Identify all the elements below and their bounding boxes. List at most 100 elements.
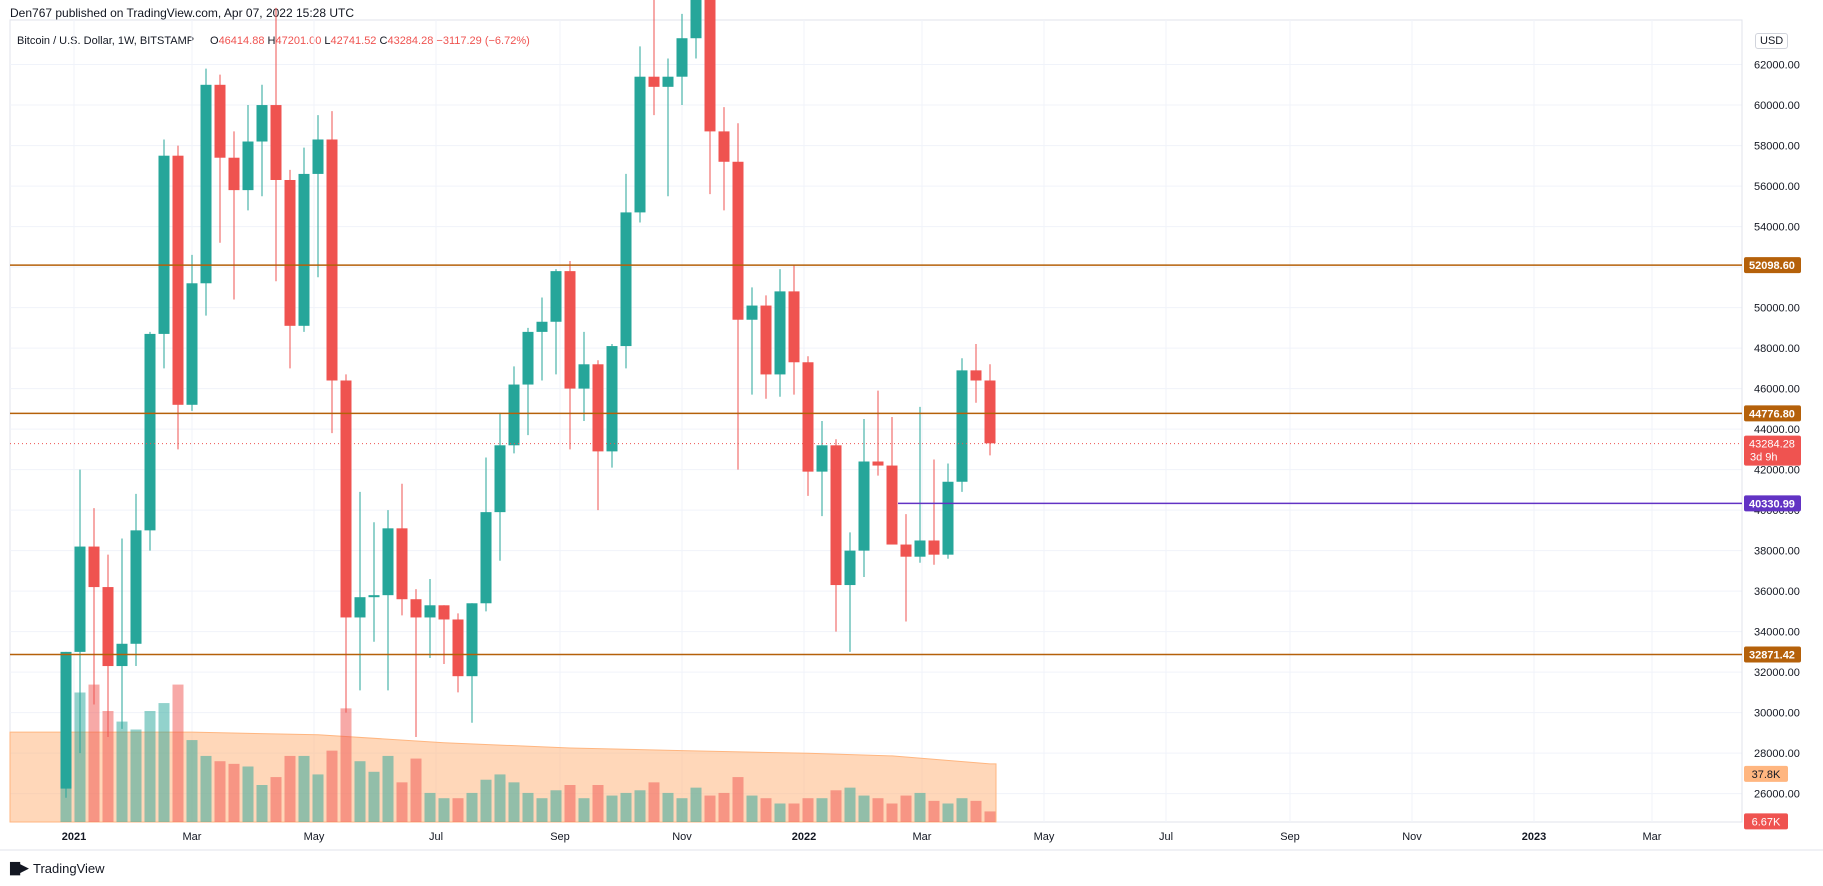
high-value: 47201.00 <box>275 35 322 47</box>
candle-body <box>102 587 114 667</box>
candle-body <box>830 445 842 586</box>
candle-body <box>956 370 968 482</box>
x-tick-label: May <box>1034 831 1055 843</box>
volume-bar <box>718 792 730 822</box>
x-tick-label: 2021 <box>62 831 86 843</box>
volume-bar <box>956 798 968 822</box>
volume-bar <box>452 798 464 822</box>
candle-body <box>228 157 240 191</box>
volume-bar <box>984 811 996 822</box>
y-tick-label: 56000.00 <box>1754 181 1800 193</box>
volume-bar <box>186 740 198 822</box>
volume-bar <box>802 798 814 822</box>
y-tick-label: 48000.00 <box>1754 343 1800 355</box>
volume-bar <box>858 795 870 822</box>
volume-bar <box>284 755 296 822</box>
change-value: −3117.29 (−6.72%) <box>436 35 530 47</box>
y-tick-label: 42000.00 <box>1754 465 1800 477</box>
volume-bar <box>116 721 128 822</box>
y-tick-label: 44000.00 <box>1754 424 1800 436</box>
x-tick-label: 2022 <box>792 831 816 843</box>
volume-bar <box>466 792 478 822</box>
volume-bar <box>270 777 282 822</box>
volume-bar <box>74 692 86 822</box>
candle-body <box>858 461 870 551</box>
candle-body <box>382 528 394 596</box>
level-price-tag <box>1744 646 1801 663</box>
volume-bar <box>522 792 534 822</box>
publisher-credit: Den767 published on TradingView.com, Apr… <box>10 6 355 20</box>
support-price-tag <box>1744 495 1801 512</box>
volume-bar <box>228 763 240 822</box>
volume-bar <box>634 790 646 822</box>
plot-area-border <box>9 19 1743 823</box>
candle-body <box>900 544 912 557</box>
candle-body <box>88 546 100 588</box>
x-tick-label: Nov <box>672 831 692 843</box>
candle-body <box>340 380 352 618</box>
high-label: H <box>267 35 276 47</box>
x-tick-label: Mar <box>183 831 202 843</box>
volume-bar <box>88 684 100 822</box>
volume-bar <box>578 798 590 822</box>
y-tick-label: 54000.00 <box>1754 222 1800 234</box>
currency-button[interactable]: USD <box>1755 33 1789 49</box>
last-price-tag <box>1744 435 1801 466</box>
volume-bar <box>368 771 380 822</box>
x-tick-label: May <box>304 831 325 843</box>
x-tick-label: Sep <box>1280 831 1300 843</box>
volume-bar <box>354 761 366 822</box>
low-label: L <box>324 35 331 47</box>
candle-body <box>200 84 212 284</box>
candle-body <box>704 0 716 132</box>
x-tick-label: Jul <box>429 831 443 843</box>
candle-body <box>214 84 226 158</box>
candle-body <box>536 321 548 332</box>
candle-body <box>844 550 856 586</box>
volume-bar <box>746 795 758 822</box>
y-tick-label: 62000.00 <box>1754 60 1800 72</box>
symbol-legend: Bitcoin / U.S. Dollar, 1W, BITSTAMP O464… <box>17 35 530 47</box>
volume-bar <box>550 790 562 822</box>
volume-bar <box>396 782 408 822</box>
candle-body <box>676 38 688 77</box>
candle-body <box>410 599 422 618</box>
candle-body <box>970 370 982 381</box>
candle-body <box>284 179 296 326</box>
support-price-tag-label: 40330.99 <box>1749 498 1795 510</box>
volume-bar <box>508 782 520 822</box>
low-value: 42741.52 <box>330 35 377 47</box>
candle-body <box>354 597 366 618</box>
open-value: 46414.88 <box>218 35 265 47</box>
volume-bar <box>970 800 982 822</box>
volume-bar <box>256 785 268 822</box>
y-tick-label: 38000.00 <box>1754 546 1800 558</box>
volume-bar <box>172 684 184 822</box>
volume-bar <box>438 798 450 822</box>
volume-bar <box>424 792 436 822</box>
volume-bar <box>914 792 926 822</box>
candle-body <box>144 333 156 531</box>
volume-bar <box>760 798 772 822</box>
candle-body <box>886 465 898 545</box>
volume-bar <box>564 785 576 822</box>
x-tick-label: 2023 <box>1522 831 1546 843</box>
level-price-tag <box>1744 257 1801 274</box>
candle-body <box>494 445 506 513</box>
volume-bar <box>606 795 618 822</box>
x-tick-label: Nov <box>1402 831 1422 843</box>
volume-bar <box>774 803 786 822</box>
volume-bar <box>732 777 744 822</box>
volume-bar <box>592 785 604 822</box>
candle-body <box>312 139 324 174</box>
candle-body <box>648 76 660 87</box>
volume-bar <box>494 774 506 822</box>
volume-bar <box>886 803 898 822</box>
candle-body <box>606 346 618 452</box>
level-price-tag-label: 32871.42 <box>1749 649 1795 661</box>
candle-body <box>438 605 450 620</box>
candle-body <box>802 362 814 472</box>
volume-bar <box>662 792 674 822</box>
level-price-tag-label: 52098.60 <box>1749 260 1795 272</box>
